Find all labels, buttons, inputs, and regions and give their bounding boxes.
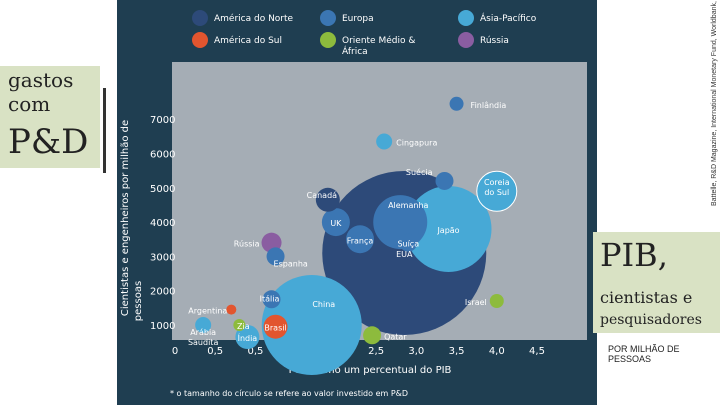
x-tick-label: 0 [172,346,178,357]
y-tick-label: 6000 [150,150,175,161]
right-title-line-3: pesquisadores [600,312,702,328]
legend-swatch [458,32,474,48]
bubble-label: Cingapura [396,138,437,147]
bubble-label: Rússia [234,240,260,249]
bubble [266,247,285,266]
bubble [489,293,504,308]
bubble [405,185,492,272]
left-title-line-1: gastos [8,68,74,92]
legend-label: América do Norte [214,13,294,24]
bubble-label: Finlândia [471,101,507,110]
bubble [263,314,288,339]
bubble-label: Alemanha [388,201,428,210]
y-tick-label: 5000 [150,184,175,195]
bubble-label: Canadá [307,191,338,200]
legend-label: Oriente Médio & África [342,35,415,57]
x-axis-label: P&D como um percentual do PIB [289,365,452,376]
bubble-label: Arábia Saudita [188,328,218,347]
bubble-label: Japão [436,226,459,235]
bubble [226,304,237,315]
legend-label: Rússia [480,36,509,46]
x-tick-label: 2,5 [368,346,384,357]
bracket-divider [103,88,106,173]
footnote: * o tamanho do círculo se refere ao valo… [170,389,408,398]
legend-swatch [192,10,208,26]
bubble [376,133,393,150]
bubble-label: Espanha [274,259,308,268]
legend-swatch [320,10,336,26]
right-title-subtitle: POR MILHÃO DE PESSOAS [608,344,680,364]
bubble [195,317,212,333]
bubble-label: Índia [238,332,258,343]
right-title-panel [593,232,720,333]
bubble-label: Zia [237,322,250,331]
source-credit-text: Battelle, R&D Magazine, International Mo… [711,0,718,206]
legend-swatch [320,32,336,48]
x-tick-label: 3,0 [408,346,424,357]
bubble [235,325,260,350]
x-tick-label: 3,5 [449,346,465,357]
bubble-label: Brasil [264,324,286,333]
y-tick-label: 3000 [150,252,175,263]
y-tick-label: 2000 [150,287,175,298]
bubble-label: Israel [465,298,487,307]
bubble [346,225,375,254]
bubble [363,326,382,345]
x-tick-label: 4,5 [529,346,545,357]
bubble [399,233,418,252]
bubble [315,187,340,212]
right-title-line-1: PIB, [600,236,668,274]
y-tick-label: 1000 [150,321,175,332]
bubble-label: Itália [260,294,280,303]
bubble-label: EUA [396,250,413,259]
bubble [449,96,464,111]
bubble-label: França [347,236,374,245]
bubble-label: Qatar [384,332,407,341]
y-tick-label: 4000 [150,218,175,229]
bubble-label: China [312,300,335,309]
x-tick-label: 0,5 [247,346,263,357]
bubble [435,171,454,190]
x-tick-label: 0,5 [207,346,223,357]
bubble-label: Argentina [188,307,227,316]
bubble [321,208,350,237]
bubble [261,275,362,375]
legend-label: Ásia-Pacífico [480,12,537,24]
bubble-label: Coreia do Sul [484,178,510,197]
bubble-label: UK [330,219,342,228]
legend-label: Europa [342,14,374,24]
y-axis-label: Cientistas e engenheiros por milhão de [120,120,131,316]
left-title-panel [0,66,100,168]
bubble [476,170,518,212]
source-credit: Battelle, R&D Magazine, International Mo… [660,0,720,211]
legend-swatch [458,10,474,26]
legend-label: América do Sul [214,35,282,46]
bubble-label: Suécia [406,167,433,177]
left-title-line-3: P&D [8,122,89,162]
bubble [262,290,281,309]
x-tick-label: 4,0 [489,346,505,357]
left-title-line-2: com [8,92,51,116]
legend-swatch [192,32,208,48]
bubble [233,319,246,331]
y-axis-label: pessoas [133,281,144,321]
right-title-line-2: cientistas e [600,288,693,307]
y-tick-label: 7000 [150,115,175,126]
bubble-label: Suíça [397,240,419,249]
